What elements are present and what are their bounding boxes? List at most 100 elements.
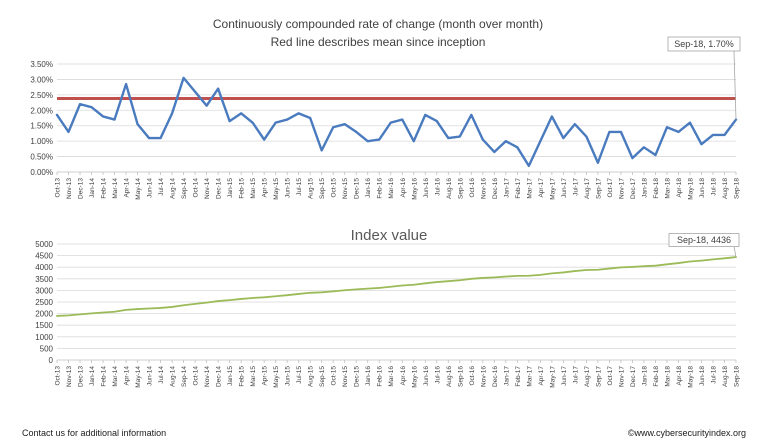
- c1-x-tick-label: Sep-14: [181, 178, 188, 199]
- chart1-callout-box: [667, 36, 741, 52]
- c1-x-tick-label: May-16: [411, 178, 418, 200]
- c2-x-tick-label: Apr-14: [124, 366, 131, 386]
- c2-x-tick-label: Jun-18: [699, 366, 706, 386]
- c2-data-point: [666, 263, 668, 265]
- c1-x-tick-label: Apr-17: [538, 178, 545, 198]
- c1-x-tick-label: May-17: [549, 178, 556, 200]
- c2-x-tick-label: Sep-17: [595, 366, 602, 387]
- c1-data-point: [274, 121, 276, 123]
- c1-data-point: [309, 117, 311, 119]
- c2-data-point: [344, 289, 346, 291]
- c1-data-point: [113, 118, 115, 120]
- c2-x-tick-label: Apr-17: [538, 366, 545, 386]
- c2-data-point: [228, 299, 230, 301]
- c2-x-tick-label: Aug-17: [584, 366, 591, 387]
- chart2-gridlines: [57, 243, 736, 361]
- chart2-title: Index value: [351, 227, 428, 244]
- c1-y-tick-label: 0.50%: [30, 153, 53, 162]
- c1-data-point: [689, 121, 691, 123]
- c2-data-point: [482, 277, 484, 279]
- c2-data-point: [240, 298, 242, 300]
- c1-x-tick-label: Feb-14: [101, 178, 108, 199]
- c2-data-point: [631, 266, 633, 268]
- c1-data-point: [551, 115, 553, 117]
- c2-data-point: [320, 291, 322, 293]
- c1-data-point: [90, 106, 92, 108]
- index-value-chart: Index value 0 500 1000 1500 2000 2500 3000 3500…: [35, 227, 740, 388]
- c2-x-tick-label: Sep-15: [319, 366, 326, 387]
- c1-x-tick-label: Jun-16: [423, 178, 430, 198]
- c1-data-point: [528, 165, 530, 167]
- c2-x-tick-label: Jul-14: [158, 366, 165, 384]
- c1-x-tick-label: May-18: [687, 178, 694, 200]
- c2-x-tick-label: Aug-16: [446, 366, 453, 387]
- c1-x-tick-label: Jan-16: [365, 178, 372, 198]
- c2-series-line: [56, 256, 737, 317]
- c2-data-point: [309, 292, 311, 294]
- c2-data-point: [182, 304, 184, 306]
- c1-data-point: [355, 131, 357, 133]
- c1-x-tick-label: May-15: [273, 178, 280, 200]
- c2-data-point: [194, 303, 196, 305]
- c2-data-point: [367, 287, 369, 289]
- c2-x-tick-label: Sep-14: [181, 366, 188, 387]
- chart1-callout-leader: [733, 50, 737, 120]
- c1-data-point: [390, 121, 392, 123]
- c1-data-point: [470, 114, 472, 116]
- c1-x-tick-label: Jul-16: [434, 178, 441, 196]
- c2-data-point: [608, 267, 610, 269]
- c2-x-tick-label: Feb-15: [239, 366, 246, 387]
- chart2-callout-leader: [733, 246, 737, 258]
- c2-data-point: [505, 275, 507, 277]
- chart2-callout-box: [668, 233, 740, 247]
- c2-x-tick-label: Aug-15: [308, 366, 315, 387]
- c2-x-tick-label: Feb-16: [377, 366, 384, 387]
- c1-x-tick-label: Jun-15: [285, 178, 292, 198]
- c2-x-tick-label: Aug-18: [722, 366, 729, 387]
- c1-y-tick-label: 0.00%: [30, 168, 53, 177]
- c1-x-tick-label: Sep-15: [319, 178, 326, 199]
- c1-data-point: [171, 112, 173, 114]
- c2-x-tick-label: Dec-15: [354, 366, 361, 387]
- c2-x-tick-label: Jun-15: [285, 366, 292, 386]
- c1-data-point: [539, 140, 541, 142]
- c2-data-point: [539, 274, 541, 276]
- c2-x-tick-label: Apr-16: [400, 366, 407, 386]
- c1-x-tick-label: Apr-15: [262, 178, 269, 198]
- copyright-text: ©www.cybersecurityindex.org: [627, 428, 746, 438]
- c1-data-point: [631, 157, 633, 159]
- c2-data-point: [171, 306, 173, 308]
- c2-x-tick-label: Jul-17: [572, 366, 579, 384]
- c1-x-tick-label: Aug-18: [722, 178, 729, 199]
- c1-data-point: [367, 140, 369, 142]
- c1-x-tick-label: Mar-15: [250, 178, 257, 199]
- c1-data-point: [378, 138, 380, 140]
- c2-data-point: [436, 281, 438, 283]
- c1-x-tick-label: Jun-14: [147, 178, 154, 198]
- c2-data-point: [113, 311, 115, 313]
- c1-data-point: [344, 123, 346, 125]
- c2-x-tick-label: Dec-16: [492, 366, 499, 387]
- chart1-y-axis: 0.00% 0.50% 1.00% 1.50% 2.00% 2.50% 3.00% 3.50%: [30, 60, 53, 177]
- c1-x-tick-label: Feb-18: [653, 178, 660, 199]
- c2-x-tick-label: Nov-15: [342, 366, 349, 387]
- c2-x-tick-label: Feb-14: [101, 366, 108, 387]
- c1-x-tick-label: Aug-15: [308, 178, 315, 199]
- contact-link[interactable]: Contact us for additional information: [22, 428, 167, 438]
- c2-y-tick-label: 2000: [35, 310, 53, 319]
- c1-data-point: [424, 114, 426, 116]
- c2-x-tick-label: Dec-13: [78, 366, 85, 387]
- c2-data-point: [263, 296, 265, 298]
- c1-data-point: [56, 114, 58, 116]
- c2-x-tick-label: Sep-16: [457, 366, 464, 387]
- c1-data-point: [194, 91, 196, 93]
- c2-x-tick-label: May-14: [135, 366, 142, 388]
- c1-data-point: [505, 140, 507, 142]
- c2-x-tick-label: Apr-15: [262, 366, 269, 386]
- c1-x-tick-label: Mar-18: [664, 178, 671, 199]
- c2-data-point: [297, 293, 299, 295]
- c1-data-point: [205, 104, 207, 106]
- c1-x-tick-label: Feb-15: [239, 178, 246, 199]
- c1-data-point: [436, 120, 438, 122]
